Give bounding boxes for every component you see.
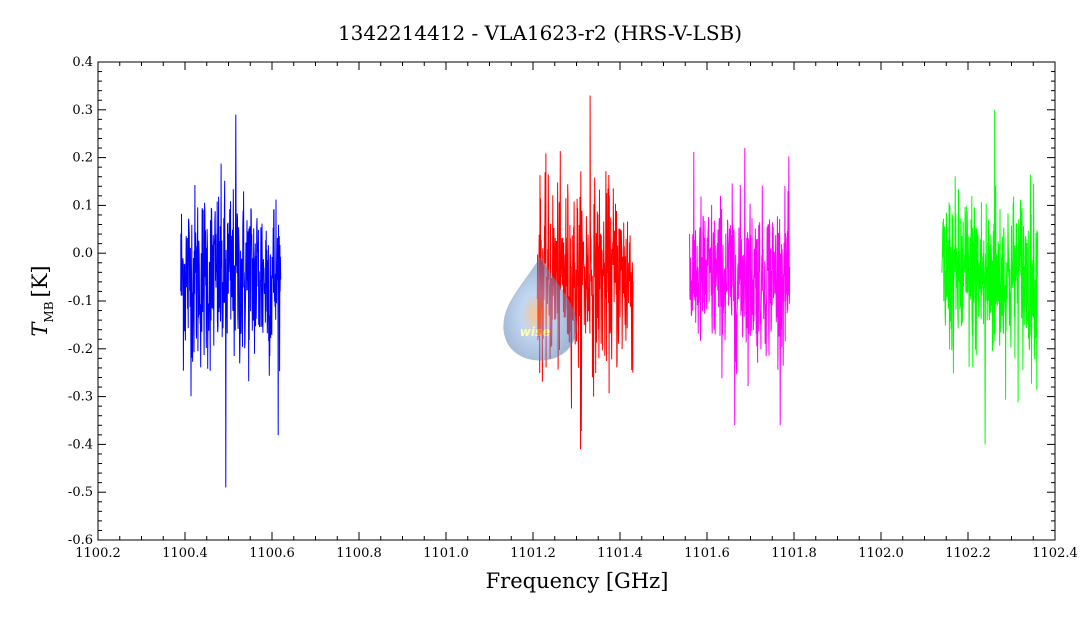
- y-axis-label-main: T: [28, 321, 52, 337]
- x-tick-label: 1101.0: [423, 546, 469, 561]
- x-tick-label: 1100.2: [75, 546, 121, 561]
- y-tick-label: 0.4: [72, 55, 93, 70]
- x-tick-label: 1100.6: [249, 546, 295, 561]
- x-tick-label: 1101.6: [684, 546, 730, 561]
- x-tick-label: 1102.4: [1032, 546, 1078, 561]
- x-tick-label: 1101.4: [597, 546, 643, 561]
- x-tick-label: 1102.2: [945, 546, 991, 561]
- spectrum-series-4: [941, 109, 1039, 445]
- x-axis-label: Frequency [GHz]: [486, 569, 669, 593]
- axes: 1100.2 1100.4 1100.6 1100.8 1101.0 1101.2 1101…: [68, 55, 1078, 561]
- y-tick-label: -0.2: [68, 342, 93, 357]
- plot-area: [180, 95, 1039, 488]
- y-tick-label: 0.0: [72, 246, 93, 261]
- x-tick-label: 1102.0: [858, 546, 904, 561]
- x-tick-label: 1101.2: [510, 546, 556, 561]
- watermark-logo: wise: [503, 257, 577, 361]
- y-tick-label: -0.4: [68, 437, 93, 452]
- y-axis-label: TMB [K]: [28, 265, 56, 336]
- y-tick-label: -0.3: [68, 390, 93, 405]
- svg-text:TMB[K]: TMB [K]: [28, 265, 56, 336]
- y-tick-label: 0.1: [72, 198, 93, 213]
- spectrum-series-1: [180, 114, 282, 488]
- x-tick-label: 1100.4: [162, 546, 208, 561]
- y-tick-label: -0.6: [68, 533, 93, 548]
- spectrum-series-2: [536, 95, 634, 450]
- x-tick-label: 1100.8: [336, 546, 382, 561]
- y-axis-label-unit: [K]: [28, 265, 52, 297]
- y-axis-label-sub: MB: [42, 301, 56, 322]
- x-tick-label: 1101.8: [771, 546, 817, 561]
- spectrum-series-3: [689, 147, 791, 426]
- chart-title: 1342214412 - VLA1623-r2 (HRS-V-LSB): [338, 21, 742, 45]
- y-tick-label: 0.2: [72, 151, 93, 166]
- y-tick-label: -0.5: [68, 485, 93, 500]
- y-tick-label: 0.3: [72, 103, 93, 118]
- y-tick-label: -0.1: [68, 294, 93, 309]
- watermark-text: wise: [520, 325, 550, 339]
